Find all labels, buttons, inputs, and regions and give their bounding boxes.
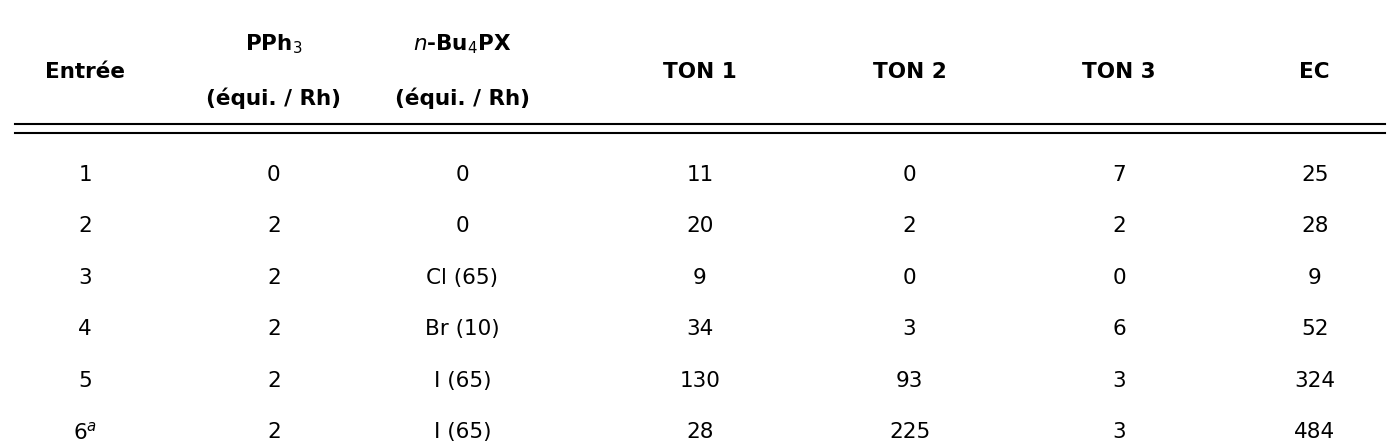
Text: 9: 9 [693, 268, 707, 288]
Text: 25: 25 [1301, 165, 1329, 185]
Text: 52: 52 [1301, 319, 1329, 339]
Text: 2: 2 [267, 268, 281, 288]
Text: 4: 4 [78, 319, 92, 339]
Text: 6$^a$: 6$^a$ [73, 421, 97, 443]
Text: 1: 1 [78, 165, 92, 185]
Text: 2: 2 [1112, 216, 1126, 236]
Text: 0: 0 [1113, 268, 1126, 288]
Text: $n$-Bu$_4$PX: $n$-Bu$_4$PX [413, 32, 512, 56]
Text: TON 3: TON 3 [1082, 62, 1156, 82]
Text: 0: 0 [455, 165, 469, 185]
Text: 9: 9 [1308, 268, 1322, 288]
Text: 93: 93 [896, 371, 923, 391]
Text: 0: 0 [455, 216, 469, 236]
Text: 2: 2 [267, 216, 281, 236]
Text: I (65): I (65) [434, 422, 491, 442]
Text: 130: 130 [679, 371, 721, 391]
Text: 28: 28 [1301, 216, 1329, 236]
Text: 2: 2 [267, 371, 281, 391]
Text: Cl (65): Cl (65) [427, 268, 498, 288]
Text: 3: 3 [903, 319, 917, 339]
Text: 225: 225 [889, 422, 930, 442]
Text: 2: 2 [267, 319, 281, 339]
Text: 324: 324 [1294, 371, 1336, 391]
Text: 6: 6 [1112, 319, 1126, 339]
Text: (équi. / Rh): (équi. / Rh) [206, 87, 342, 108]
Text: I (65): I (65) [434, 371, 491, 391]
Text: 3: 3 [78, 268, 92, 288]
Text: 28: 28 [686, 422, 714, 442]
Text: 484: 484 [1294, 422, 1336, 442]
Text: 7: 7 [1112, 165, 1126, 185]
Text: Br (10): Br (10) [426, 319, 500, 339]
Text: 3: 3 [1113, 371, 1126, 391]
Text: (équi. / Rh): (équi. / Rh) [395, 87, 531, 108]
Text: 0: 0 [903, 165, 917, 185]
Text: 5: 5 [78, 371, 92, 391]
Text: 0: 0 [903, 268, 917, 288]
Text: 11: 11 [686, 165, 714, 185]
Text: 2: 2 [903, 216, 917, 236]
Text: 0: 0 [267, 165, 280, 185]
Text: 34: 34 [686, 319, 714, 339]
Text: TON 1: TON 1 [664, 62, 736, 82]
Text: 3: 3 [1113, 422, 1126, 442]
Text: 2: 2 [78, 216, 92, 236]
Text: 20: 20 [686, 216, 714, 236]
Text: TON 2: TON 2 [872, 62, 946, 82]
Text: EC: EC [1299, 62, 1330, 82]
Text: Entrée: Entrée [45, 62, 125, 82]
Text: PPh$_3$: PPh$_3$ [245, 32, 302, 56]
Text: 2: 2 [267, 422, 281, 442]
